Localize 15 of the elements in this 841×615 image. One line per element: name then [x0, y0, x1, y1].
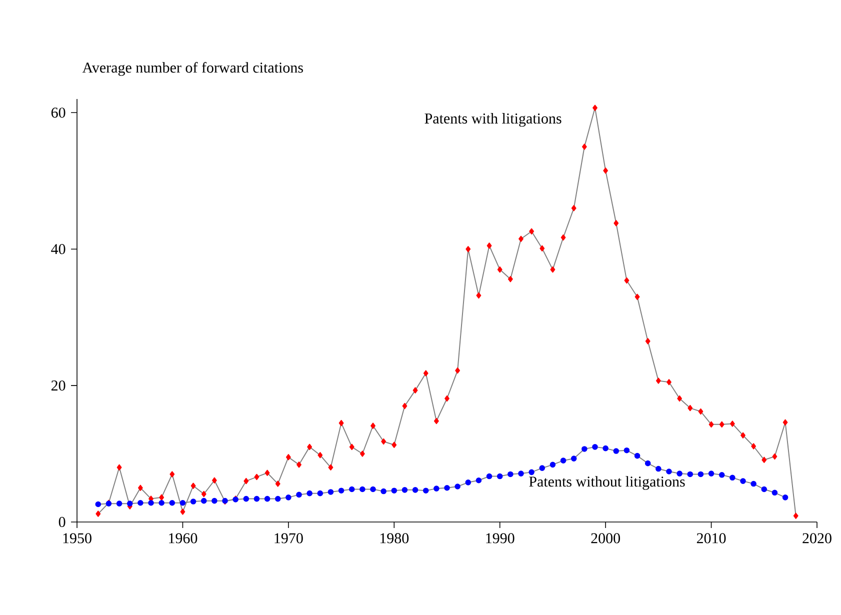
series-label: Patents with litigations: [424, 113, 562, 127]
x-tick-label: 2020: [802, 533, 832, 544]
y-tick-label: 60: [51, 108, 66, 118]
x-tick-label: 1980: [380, 533, 409, 544]
y-tick-label: 0: [58, 516, 66, 528]
y-tick-label: 40: [51, 244, 66, 254]
x-tick-label: 2010: [696, 533, 726, 544]
x-tick-label: 2000: [591, 533, 620, 544]
series-label: Patents without litigations: [529, 476, 685, 490]
x-tick-label: 1990: [486, 533, 514, 544]
y-tick-label: 20: [51, 380, 66, 391]
x-tick-label: 1970: [274, 533, 303, 544]
y-axis-title: Average number of forward citations: [82, 62, 303, 76]
x-tick-label: 1950: [63, 533, 92, 544]
x-tick-label: 1960: [169, 533, 198, 544]
